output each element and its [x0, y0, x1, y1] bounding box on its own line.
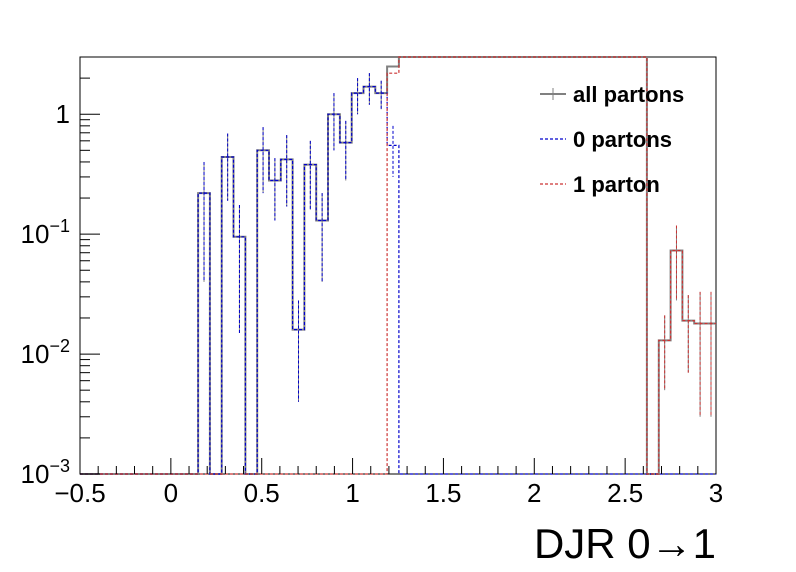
series-line-all-partons — [80, 56, 716, 475]
x-tick-label: 1 — [345, 478, 359, 508]
y-tick-label: 10−2 — [21, 336, 70, 369]
x-tick-label: 2.5 — [607, 478, 643, 508]
x-tick-label: −0.5 — [54, 478, 105, 508]
y-tick-label: 1 — [56, 99, 70, 129]
legend: all partons 0 partons 1 parton — [540, 82, 684, 197]
x-axis-title: DJR 0→1 — [534, 520, 716, 567]
legend-label-1-parton: 1 parton — [573, 172, 660, 197]
histogram-layer — [80, 56, 716, 475]
axes-layer: −0.5 0 0.5 1 1.5 2 2.5 3 10−3 10−2 10−1 1 — [21, 56, 723, 508]
y-tick-label: 10−1 — [21, 216, 70, 249]
x-tick-label: 1.5 — [425, 478, 461, 508]
x-tick-label: 3 — [709, 478, 723, 508]
x-tick-label: 2 — [527, 478, 541, 508]
plot-frame — [79, 56, 717, 475]
legend-label-0-partons: 0 partons — [573, 127, 672, 152]
legend-label-all-partons: all partons — [573, 82, 684, 107]
series-line-1-parton — [80, 56, 716, 475]
series-line-0-partons — [80, 86, 716, 475]
y-tick-label: 10−3 — [21, 456, 70, 489]
x-tick-label: 0 — [164, 478, 178, 508]
x-tick-label: 0.5 — [244, 478, 280, 508]
